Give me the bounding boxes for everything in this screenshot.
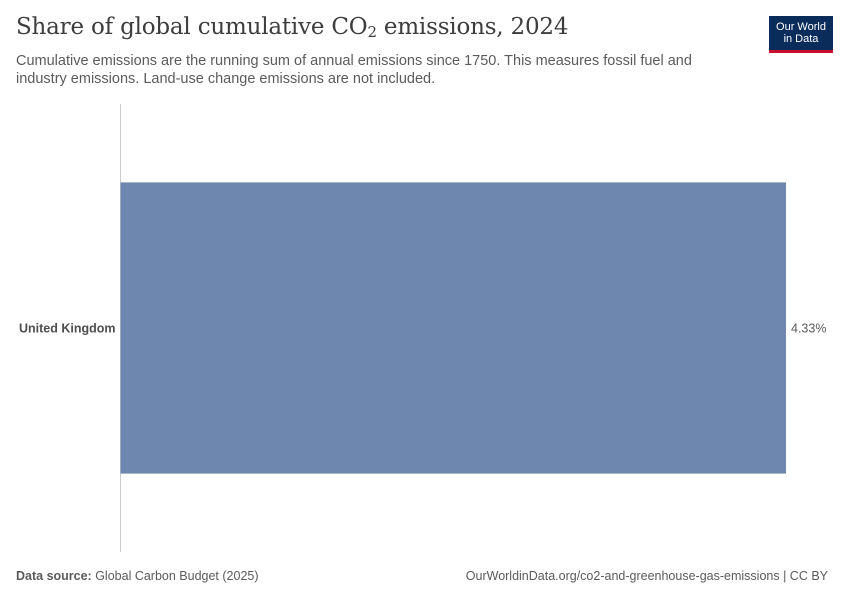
- source-url[interactable]: OurWorldinData.org/co2-and-greenhouse-ga…: [465, 569, 828, 583]
- chart-title-end: emissions, 2024: [376, 14, 569, 40]
- owid-logo[interactable]: Our World in Data: [769, 16, 833, 53]
- logo-line-1: Our World: [776, 21, 826, 33]
- data-source-label: Data source:: [16, 569, 92, 583]
- bar[interactable]: [120, 182, 787, 474]
- chart-title-subscript: 2: [367, 23, 377, 41]
- data-source: Data source: Global Carbon Budget (2025): [16, 569, 259, 583]
- logo-line-2: in Data: [783, 33, 819, 45]
- chart-title: Share of global cumulative CO2 emissions…: [16, 14, 568, 41]
- value-label: 4.33%: [791, 322, 826, 336]
- chart-title-main: Share of global cumulative CO: [16, 14, 368, 40]
- data-source-value: Global Carbon Budget (2025): [91, 569, 259, 583]
- category-label: United Kingdom: [19, 322, 116, 336]
- bars-group: United Kingdom 4.33%: [19, 182, 826, 474]
- chart-subtitle: Cumulative emissions are the running sum…: [16, 53, 692, 87]
